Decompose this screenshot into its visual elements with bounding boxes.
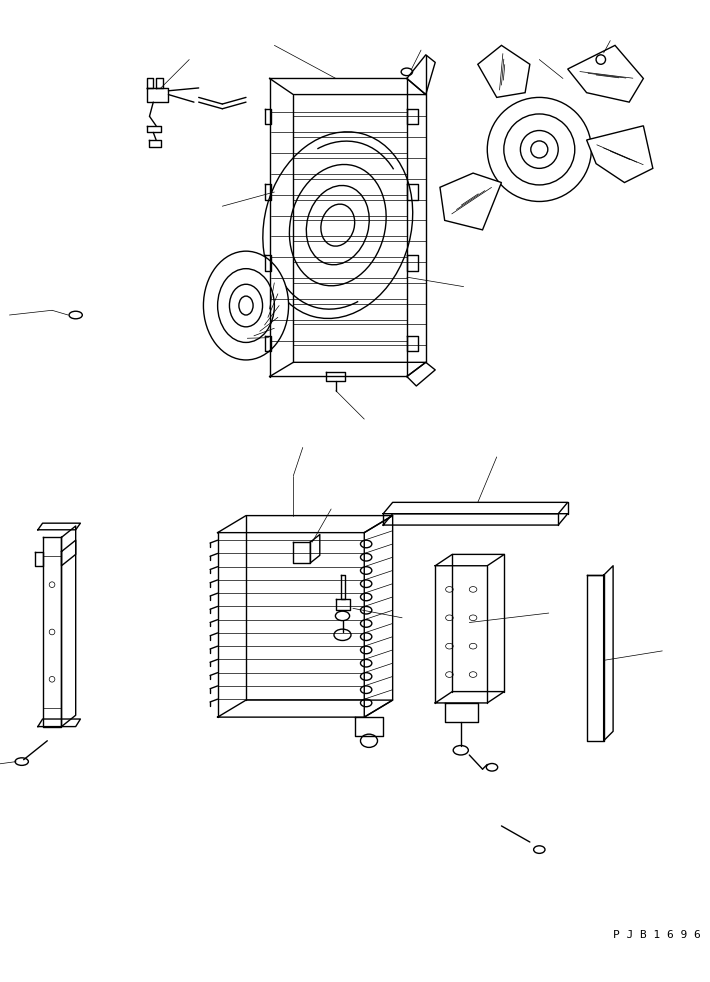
Polygon shape	[478, 45, 530, 97]
Ellipse shape	[487, 97, 591, 201]
Polygon shape	[586, 126, 652, 183]
Polygon shape	[568, 45, 643, 102]
Polygon shape	[440, 173, 501, 230]
Text: P J B 1 6 9 6: P J B 1 6 9 6	[613, 930, 701, 940]
Ellipse shape	[263, 132, 413, 318]
Ellipse shape	[204, 251, 288, 360]
Ellipse shape	[531, 141, 548, 158]
